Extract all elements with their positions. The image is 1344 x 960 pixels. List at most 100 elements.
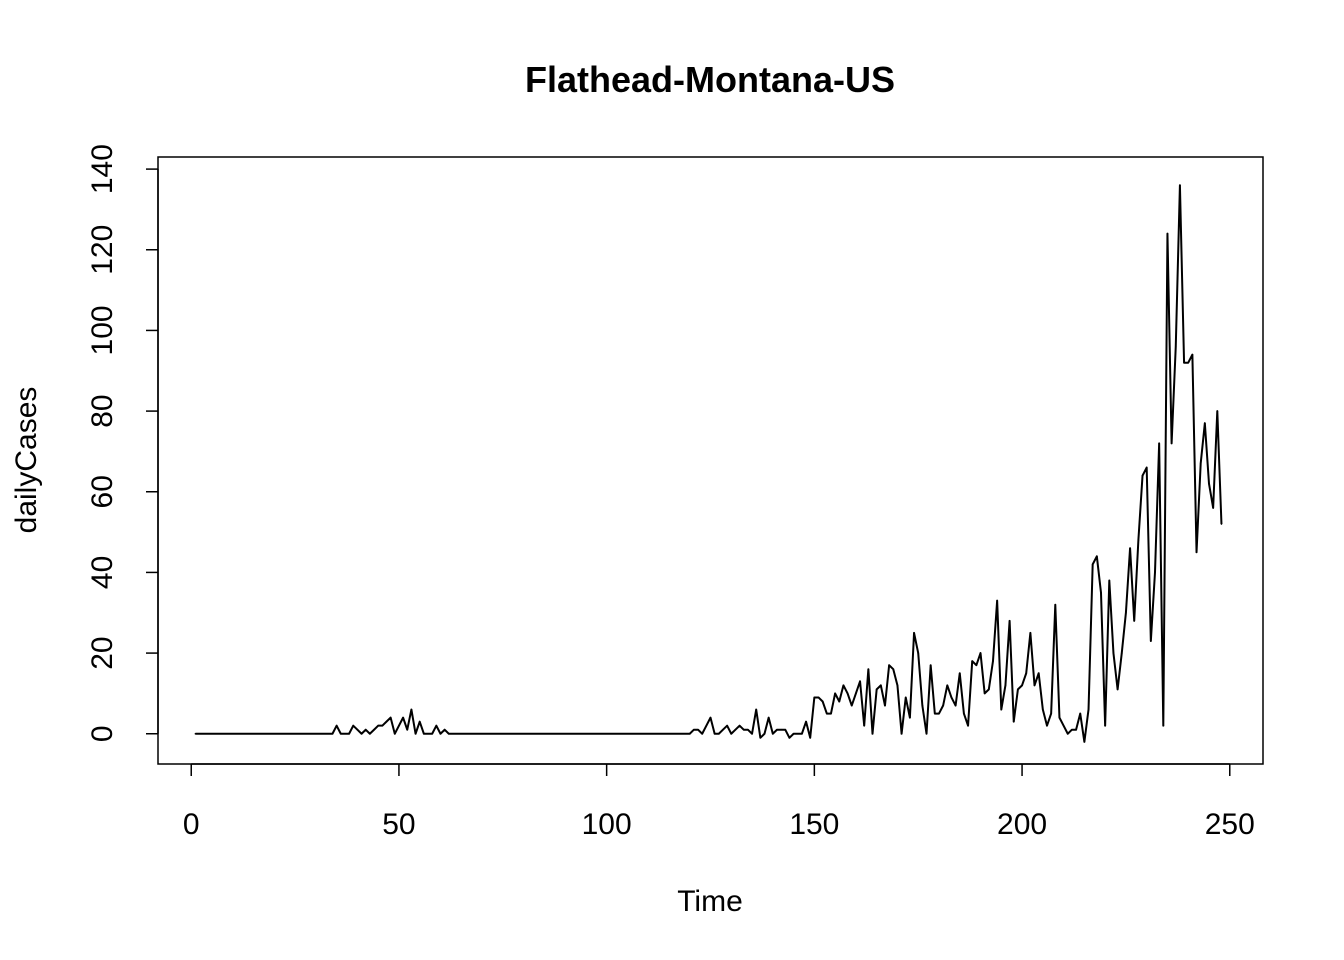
data-point [393, 732, 396, 735]
data-point [1166, 232, 1169, 235]
data-point [792, 732, 795, 735]
data-point [1004, 684, 1007, 687]
data-point [954, 704, 957, 707]
data-point [1054, 603, 1057, 606]
data-point [1112, 652, 1115, 654]
data-point [373, 728, 375, 731]
x-tick-label: 200 [997, 808, 1047, 841]
data-point [988, 688, 990, 691]
data-point [1158, 442, 1160, 445]
data-point [838, 700, 841, 703]
data-point [929, 664, 932, 666]
data-point [418, 720, 421, 723]
data-point [352, 724, 355, 727]
data-point [871, 732, 874, 735]
y-tick-label: 40 [86, 556, 119, 589]
data-point [863, 724, 865, 727]
data-point [1062, 724, 1065, 727]
data-point [909, 716, 911, 719]
data-point [826, 712, 828, 715]
data-point [339, 732, 342, 735]
data-point [1141, 474, 1144, 477]
data-point [1179, 184, 1181, 187]
data-point [904, 696, 907, 699]
data-point [1008, 620, 1011, 622]
x-axis-label: Time [677, 885, 743, 918]
data-point [1012, 720, 1015, 723]
x-axis: 0 50 100 150 200 250 [183, 763, 1255, 841]
data-point [427, 732, 429, 735]
x-tick-label: 0 [183, 808, 200, 841]
data-point [875, 688, 878, 691]
data-point [967, 724, 969, 727]
data-point [896, 684, 899, 687]
data-point [1154, 571, 1156, 574]
data-point [809, 736, 811, 739]
y-tick-label: 0 [86, 725, 119, 742]
data-point [447, 732, 450, 735]
y-tick-label: 20 [86, 636, 119, 669]
data-point [1000, 708, 1003, 711]
data-point [880, 684, 882, 687]
data-point [381, 724, 384, 727]
data-point [971, 660, 974, 662]
data-point [892, 668, 895, 671]
data-point [1066, 732, 1069, 735]
data-point [722, 728, 724, 731]
x-tick-label: 100 [582, 808, 632, 841]
data-point [726, 724, 728, 727]
data-point [1150, 640, 1152, 642]
data-point [763, 732, 766, 735]
data-point [759, 736, 762, 739]
series-line [195, 184, 1223, 743]
data-point [996, 599, 998, 602]
x-tick-label: 250 [1205, 808, 1255, 841]
data-point [830, 712, 832, 715]
data-point [796, 732, 799, 735]
data-point [975, 664, 978, 666]
data-point [402, 716, 404, 719]
data-point [1162, 724, 1165, 727]
data-point [755, 708, 757, 711]
data-point [859, 680, 861, 683]
data-point [377, 724, 379, 727]
data-point [1075, 728, 1077, 731]
data-point [900, 732, 903, 735]
data-point [1195, 551, 1198, 554]
y-axis-label: dailyCases [10, 387, 43, 534]
data-point [855, 692, 857, 695]
data-point [946, 684, 949, 687]
data-point [1199, 462, 1202, 465]
data-points [194, 184, 1223, 743]
data-point [443, 728, 446, 731]
y-axis: 0 20 40 60 80 100 120 140 [86, 144, 159, 742]
data-point [767, 716, 770, 719]
data-point [780, 728, 782, 731]
x-tick-label: 50 [382, 808, 415, 841]
data-point [331, 732, 334, 735]
data-point [1129, 547, 1131, 550]
x-tick-label: 150 [789, 808, 839, 841]
data-point [813, 696, 816, 699]
chart-title: Flathead-Montana-US [525, 59, 895, 100]
data-point [688, 732, 691, 735]
data-point [1174, 345, 1177, 348]
data-point [1096, 555, 1098, 558]
data-point [1091, 563, 1094, 566]
data-point [979, 652, 982, 654]
data-point [360, 732, 363, 735]
data-point [697, 728, 699, 731]
data-point [734, 728, 737, 731]
data-point [747, 728, 749, 731]
data-point [369, 732, 371, 735]
data-point [1029, 632, 1032, 634]
data-point [1212, 507, 1214, 509]
data-point [776, 728, 778, 731]
data-point [1191, 353, 1194, 356]
data-point [867, 668, 870, 671]
data-point [398, 724, 400, 727]
data-point [801, 732, 803, 735]
data-point [751, 732, 753, 735]
data-point [1033, 684, 1036, 687]
data-point [742, 728, 745, 731]
